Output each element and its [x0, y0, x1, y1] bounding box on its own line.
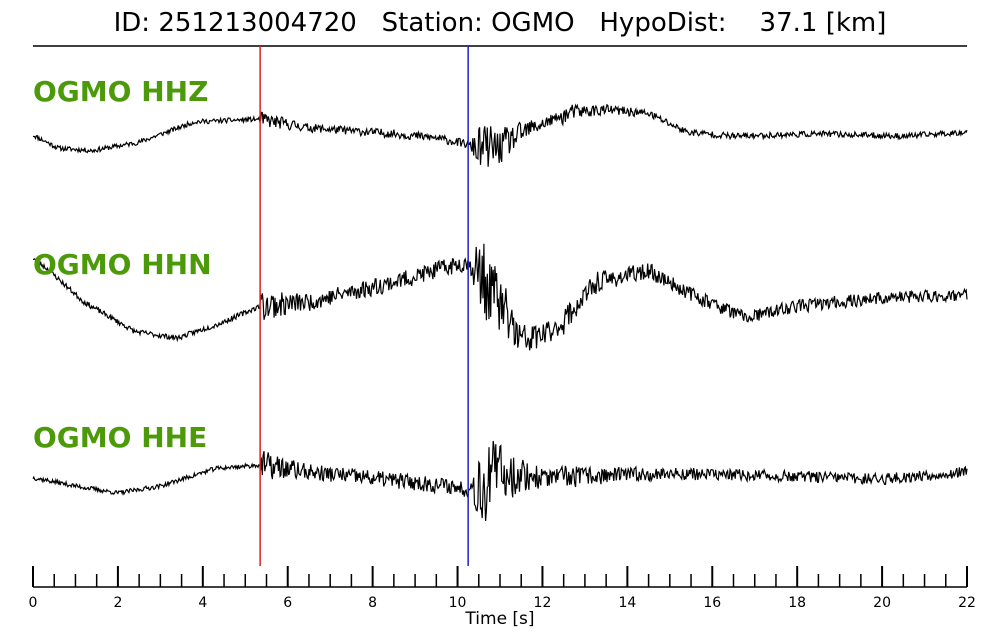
picks-group — [259, 46, 469, 566]
x-tick-label: 2 — [113, 595, 122, 611]
x-tick-label: 0 — [29, 595, 38, 611]
x-tick-label: 6 — [283, 595, 292, 611]
x-tick-label: 22 — [958, 595, 976, 611]
x-tick-label: 12 — [534, 595, 552, 611]
x-tick-label: 14 — [618, 595, 636, 611]
x-tick-label: 20 — [873, 595, 891, 611]
x-axis-label: Time [s] — [464, 609, 534, 629]
chart-title: ID: 251213004720 Station: OGMO HypoDist:… — [113, 8, 887, 38]
x-axis: 0 2 4 6 8 10 12 14 16 18 20 22 — [29, 566, 976, 611]
x-tick-label: 10 — [449, 595, 467, 611]
traces-group — [32, 103, 968, 522]
x-tick-label: 18 — [788, 595, 806, 611]
trace-ogmo-hhz — [32, 103, 968, 167]
trace-labels-group: OGMO HHZ OGMO HHN OGMO HHE — [33, 75, 212, 454]
trace-label: OGMO HHZ — [33, 75, 208, 108]
x-tick-label: 16 — [703, 595, 721, 611]
trace-ogmo-hhe — [32, 440, 968, 522]
trace-label: OGMO HHE — [33, 421, 207, 454]
trace-ogmo-hhn — [32, 243, 968, 351]
x-tick-label: 4 — [198, 595, 207, 611]
trace-label: OGMO HHN — [33, 248, 212, 281]
x-tick-label: 8 — [368, 595, 377, 611]
